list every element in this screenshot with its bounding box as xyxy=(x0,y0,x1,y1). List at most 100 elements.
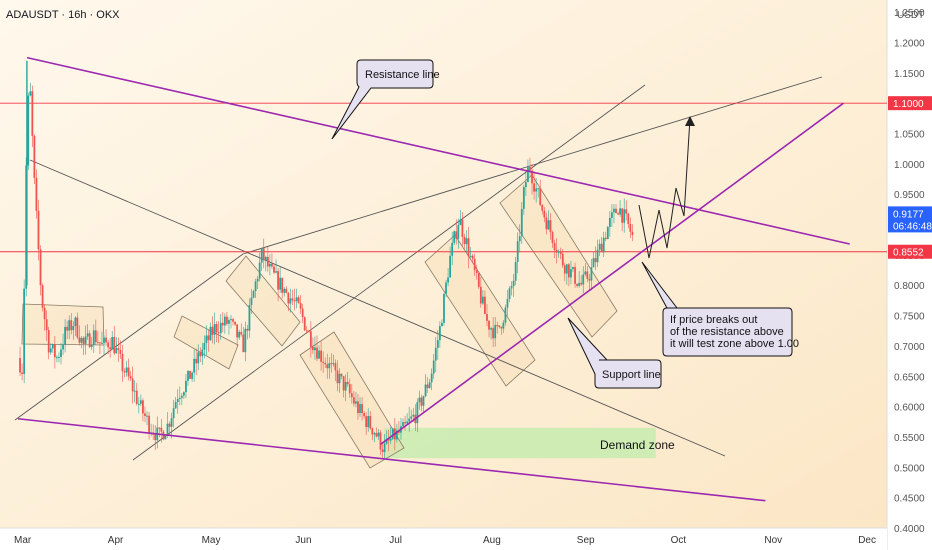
candle-body xyxy=(371,428,374,435)
candle-body xyxy=(287,292,290,304)
x-tick-label: Mar xyxy=(14,535,32,546)
candle-body xyxy=(193,358,196,373)
candle-body xyxy=(484,296,486,315)
candle-body xyxy=(242,334,245,353)
candle-body xyxy=(545,217,548,230)
candle-body xyxy=(350,393,353,398)
candle-body xyxy=(543,210,546,218)
candle-body xyxy=(316,347,318,359)
candle-body xyxy=(23,288,26,374)
candle-body xyxy=(490,328,492,330)
candle-body xyxy=(535,188,538,192)
candle-body xyxy=(21,372,23,374)
candle-body xyxy=(408,418,411,422)
y-tick-label: 0.4000 xyxy=(894,524,925,535)
candle-body xyxy=(133,390,136,392)
candle-body xyxy=(565,264,568,274)
candle-body xyxy=(355,401,357,404)
candle-body xyxy=(27,95,30,166)
candle-body xyxy=(168,423,171,427)
candle-body xyxy=(600,243,603,253)
candle-body xyxy=(404,422,406,424)
support-price-tag-text: 0.8552 xyxy=(893,248,924,259)
candle-body xyxy=(379,432,382,450)
candle-body xyxy=(426,384,429,388)
candle-body xyxy=(142,400,144,414)
candle-body xyxy=(64,326,67,345)
candle-body xyxy=(217,332,220,334)
candle-body xyxy=(111,337,114,350)
candle-body xyxy=(340,373,343,377)
x-tick-label: Nov xyxy=(764,535,782,546)
candle-body xyxy=(160,427,163,432)
candle-body xyxy=(361,404,363,414)
candle-body xyxy=(430,373,433,383)
x-tick-label: Dec xyxy=(858,535,876,546)
candle-body xyxy=(461,219,464,237)
y-tick-label: 0.5000 xyxy=(894,463,925,474)
candle-body xyxy=(555,249,558,253)
candle-body xyxy=(53,344,56,358)
candle-body xyxy=(492,328,495,339)
candle-body xyxy=(465,238,468,245)
candle-body xyxy=(307,331,310,333)
candle-body xyxy=(121,353,124,372)
candle-body xyxy=(281,277,284,293)
projection-path xyxy=(638,117,691,259)
candle-body xyxy=(455,231,458,239)
y-tick-label: 1.2000 xyxy=(894,38,925,49)
candle-body xyxy=(508,288,511,299)
candle-body xyxy=(383,443,386,453)
candle-body xyxy=(191,372,193,379)
candle-body xyxy=(533,183,535,192)
candle-body xyxy=(342,376,345,391)
candle-body xyxy=(123,371,126,373)
candle-body xyxy=(568,264,570,278)
candle-body xyxy=(424,384,427,397)
candle-body xyxy=(438,326,441,341)
candle-body xyxy=(266,256,269,267)
candle-body xyxy=(277,271,279,290)
candle-body xyxy=(271,263,273,267)
candle-body xyxy=(66,326,69,331)
candle-body xyxy=(406,421,409,424)
candle-body xyxy=(332,363,335,365)
candle-body xyxy=(293,300,296,302)
candle-body xyxy=(117,348,120,350)
candle-body xyxy=(76,317,79,338)
candle-body xyxy=(256,278,259,282)
candle-body xyxy=(469,255,472,257)
current-price-tag-text: 06:46:48 xyxy=(893,221,932,232)
candle-body xyxy=(273,266,275,273)
candle-body xyxy=(623,209,626,223)
candle-body xyxy=(559,251,562,254)
candle-body xyxy=(391,428,394,439)
candle-body xyxy=(498,325,501,327)
candle-body xyxy=(219,322,222,334)
candle-body xyxy=(363,413,366,417)
y-tick-label: 0.6000 xyxy=(894,403,925,414)
candle-body xyxy=(312,346,314,351)
candle-body xyxy=(49,348,52,353)
candle-body xyxy=(199,352,202,357)
candle-body xyxy=(443,293,445,323)
candle-body xyxy=(324,363,327,365)
candle-body xyxy=(207,335,210,341)
current-price-tag xyxy=(888,206,932,233)
candle-body xyxy=(598,243,601,250)
candle-body xyxy=(561,253,564,266)
demand-zone xyxy=(383,427,656,459)
candle-body xyxy=(236,324,239,338)
candle-body xyxy=(88,333,91,348)
resistance-price-tag xyxy=(888,96,932,111)
candle-body xyxy=(51,344,54,349)
projection-arrow-head xyxy=(685,116,695,126)
candle-body xyxy=(367,416,370,428)
support-callout-text: Support line xyxy=(602,369,661,381)
candle-body xyxy=(166,423,169,436)
candle-body xyxy=(223,316,226,326)
candle-body xyxy=(377,432,380,437)
candle-body xyxy=(471,255,474,259)
